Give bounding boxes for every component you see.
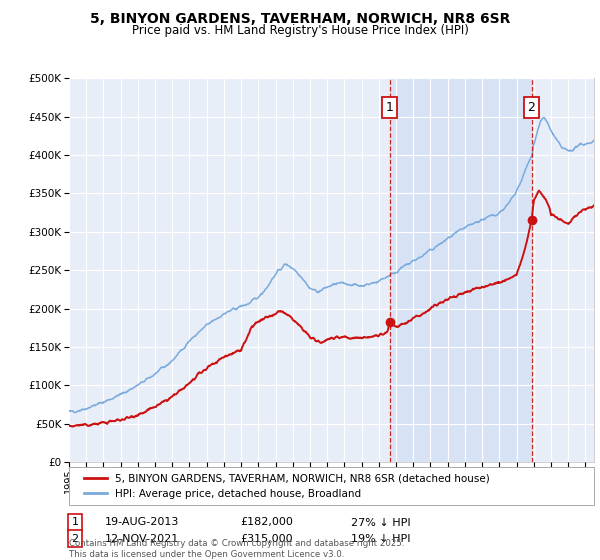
Text: 19% ↓ HPI: 19% ↓ HPI	[351, 534, 410, 544]
Text: £315,000: £315,000	[240, 534, 293, 544]
Text: 1: 1	[71, 517, 79, 528]
Text: 5, BINYON GARDENS, TAVERHAM, NORWICH, NR8 6SR: 5, BINYON GARDENS, TAVERHAM, NORWICH, NR…	[90, 12, 510, 26]
Text: 2: 2	[71, 534, 79, 544]
Text: 19-AUG-2013: 19-AUG-2013	[105, 517, 179, 528]
Text: Contains HM Land Registry data © Crown copyright and database right 2025.
This d: Contains HM Land Registry data © Crown c…	[69, 539, 404, 559]
Text: 2: 2	[527, 101, 535, 114]
Bar	[389, 78, 532, 462]
Legend: 5, BINYON GARDENS, TAVERHAM, NORWICH, NR8 6SR (detached house), HPI: Average pri: 5, BINYON GARDENS, TAVERHAM, NORWICH, NR…	[79, 469, 494, 503]
Text: 27% ↓ HPI: 27% ↓ HPI	[351, 517, 410, 528]
Text: Price paid vs. HM Land Registry's House Price Index (HPI): Price paid vs. HM Land Registry's House …	[131, 24, 469, 36]
Text: 12-NOV-2021: 12-NOV-2021	[105, 534, 179, 544]
Text: £182,000: £182,000	[240, 517, 293, 528]
Text: 1: 1	[386, 101, 394, 114]
